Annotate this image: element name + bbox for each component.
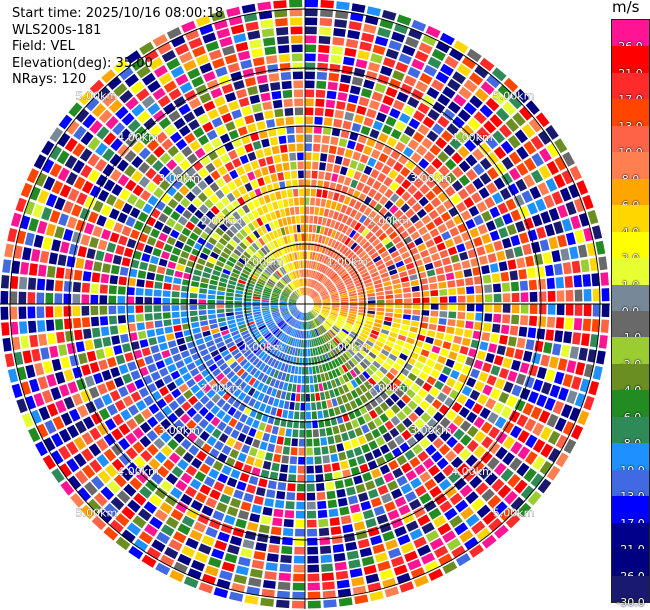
range-ring-label: 5.00km bbox=[76, 507, 118, 520]
scan-info-panel: Start time: 2025/10/16 08:00:18 WLS200s-… bbox=[12, 6, 223, 89]
range-ring-label: 5.00km bbox=[493, 89, 535, 102]
colorbar-segment: -8.0 bbox=[612, 416, 649, 450]
field-text: Field: VEL bbox=[12, 39, 75, 54]
colorbar-segment: 26.0 bbox=[612, 20, 649, 53]
colorbar-unit-label: m/s bbox=[612, 0, 640, 16]
range-ring-label: 2.00km bbox=[201, 381, 243, 394]
colorbar-segment: 10.0 bbox=[612, 125, 649, 159]
colorbar-segment: -4.0 bbox=[612, 363, 649, 397]
range-ring-label: 4.00km bbox=[451, 131, 493, 144]
colorbar-segment: 17.0 bbox=[612, 72, 649, 106]
colorbar-segment: -30.0 bbox=[612, 575, 649, 609]
colorbar-segment: 2.0 bbox=[612, 231, 649, 265]
colorbar-segment: -26.0 bbox=[612, 549, 649, 583]
velocity-colorbar: 26.021.017.013.010.08.06.04.02.01.00.0-1… bbox=[611, 19, 650, 609]
range-ring-label: 2.00km bbox=[201, 215, 243, 228]
range-ring-label: 4.00km bbox=[117, 131, 159, 144]
range-ring-label: 2.00km bbox=[368, 381, 410, 394]
range-ring-label: 4.00km bbox=[451, 465, 493, 478]
range-ring-label: 1.00km bbox=[242, 340, 284, 353]
range-ring-label: 3.00km bbox=[410, 172, 452, 185]
colorbar-tick-label: -30.0 bbox=[616, 595, 645, 609]
range-labels: 1.00km 1.00km 1.00km 1.00km 2.00km 2.00km 2.00… bbox=[75, 89, 535, 520]
nrays-text: NRays: 120 bbox=[12, 72, 87, 87]
range-ring-label: 2.00km bbox=[368, 215, 410, 228]
colorbar-segment: -17.0 bbox=[612, 496, 649, 530]
colorbar-segment: -6.0 bbox=[612, 390, 649, 424]
colorbar-segment: -10.0 bbox=[612, 443, 649, 477]
elevation-text: Elevation(deg): 35.00 bbox=[12, 55, 153, 71]
range-ring-label: 3.00km bbox=[158, 424, 200, 437]
colorbar-segment: -1.0 bbox=[612, 310, 649, 344]
colorbar-segment: 1.0 bbox=[612, 258, 649, 292]
instrument-text: WLS200s-181 bbox=[12, 22, 102, 38]
colorbar-segment: 13.0 bbox=[612, 99, 649, 133]
colorbar-segment: 4.0 bbox=[612, 205, 649, 239]
range-ring-label: 1.00km bbox=[327, 340, 369, 353]
range-ring-label: 3.00km bbox=[410, 424, 452, 437]
start-time-text: Start time: 2025/10/16 08:00:18 bbox=[12, 6, 224, 21]
colorbar-segment: 8.0 bbox=[612, 152, 649, 186]
range-rings bbox=[0, 0, 610, 609]
colorbar-segment: 21.0 bbox=[612, 46, 649, 80]
colorbar-segment: -2.0 bbox=[612, 337, 649, 371]
range-ring-label: 3.00km bbox=[158, 172, 200, 185]
colorbar-segment: 0.0 bbox=[612, 284, 649, 318]
range-ring-label: 4.00km bbox=[117, 465, 159, 478]
colorbar-segment: -13.0 bbox=[612, 469, 649, 503]
colorbar-segment: 6.0 bbox=[612, 178, 649, 212]
range-ring-label: 5.00km bbox=[493, 507, 535, 520]
range-ring-label: 1.00km bbox=[327, 256, 369, 269]
range-ring-label: 5.00km bbox=[76, 89, 118, 102]
velocity-field bbox=[0, 0, 610, 609]
range-ring-label: 1.00km bbox=[242, 256, 284, 269]
colorbar-segment: -21.0 bbox=[612, 522, 649, 556]
